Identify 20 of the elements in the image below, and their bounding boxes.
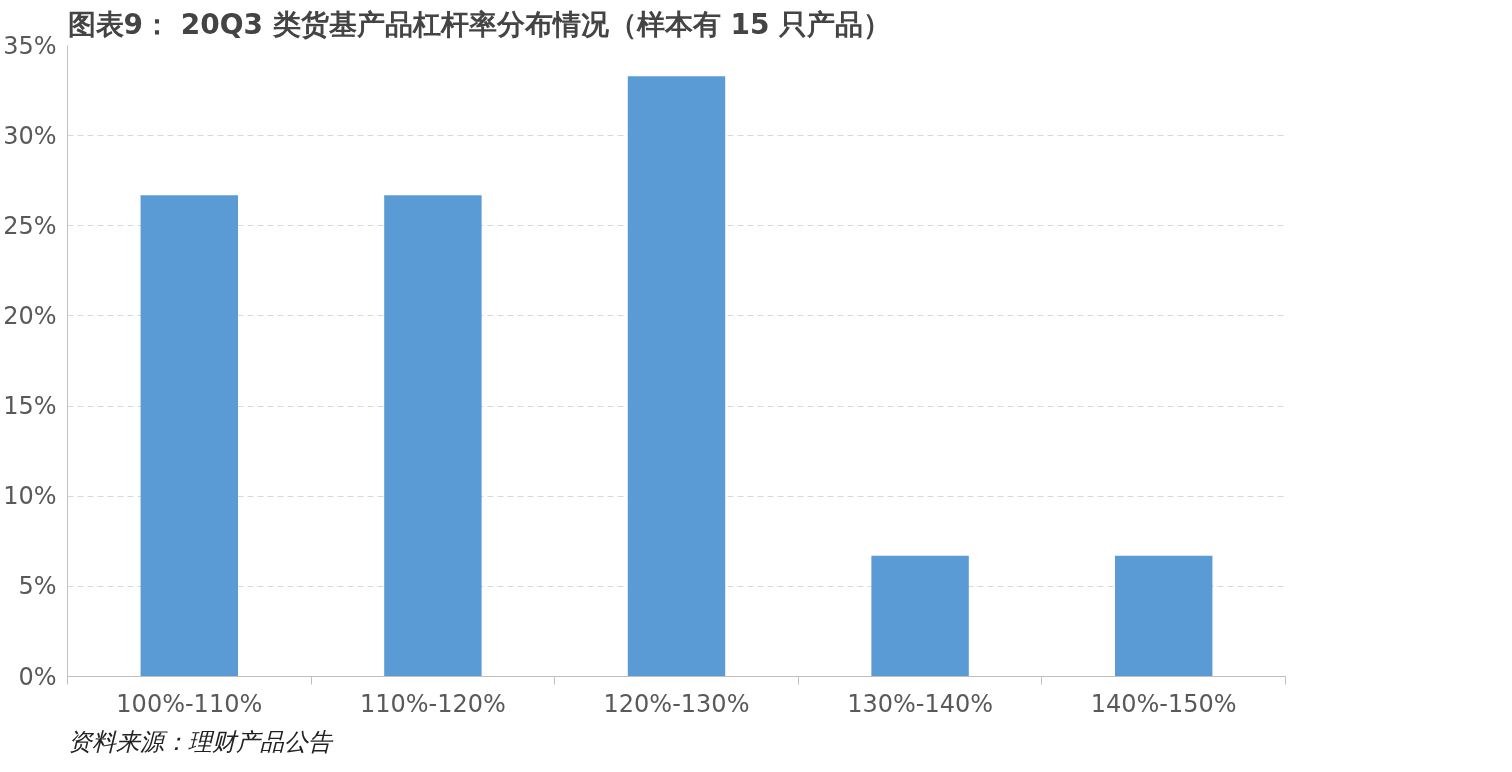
bar	[140, 195, 239, 677]
chart-title: 图表9： 20Q3 类货基产品杠杆率分布情况（样本有 15 只产品）	[67, 7, 892, 41]
bar	[627, 76, 726, 677]
y-tick-label: 10%	[3, 482, 57, 511]
y-tick-label: 30%	[3, 121, 57, 150]
x-tick-label: 140%-150%	[1090, 689, 1237, 718]
x-tick-label: 130%-140%	[847, 689, 994, 718]
y-tick-label: 15%	[3, 392, 57, 421]
y-tick-label: 0%	[18, 662, 57, 691]
text: 资料来源：理财产品公告	[67, 727, 334, 756]
bar	[871, 555, 969, 677]
bar	[1114, 555, 1213, 677]
y-tick-label: 5%	[18, 572, 57, 601]
x-tick-label: 110%-120%	[359, 689, 506, 718]
x-tick-label: 120%-130%	[603, 689, 750, 718]
y-tick-label: 25%	[3, 211, 57, 240]
bar	[384, 195, 482, 677]
y-tick-label: 20%	[3, 301, 57, 330]
y-tick-label: 35%	[3, 31, 57, 60]
x-tick-label: 100%-110%	[116, 689, 263, 718]
